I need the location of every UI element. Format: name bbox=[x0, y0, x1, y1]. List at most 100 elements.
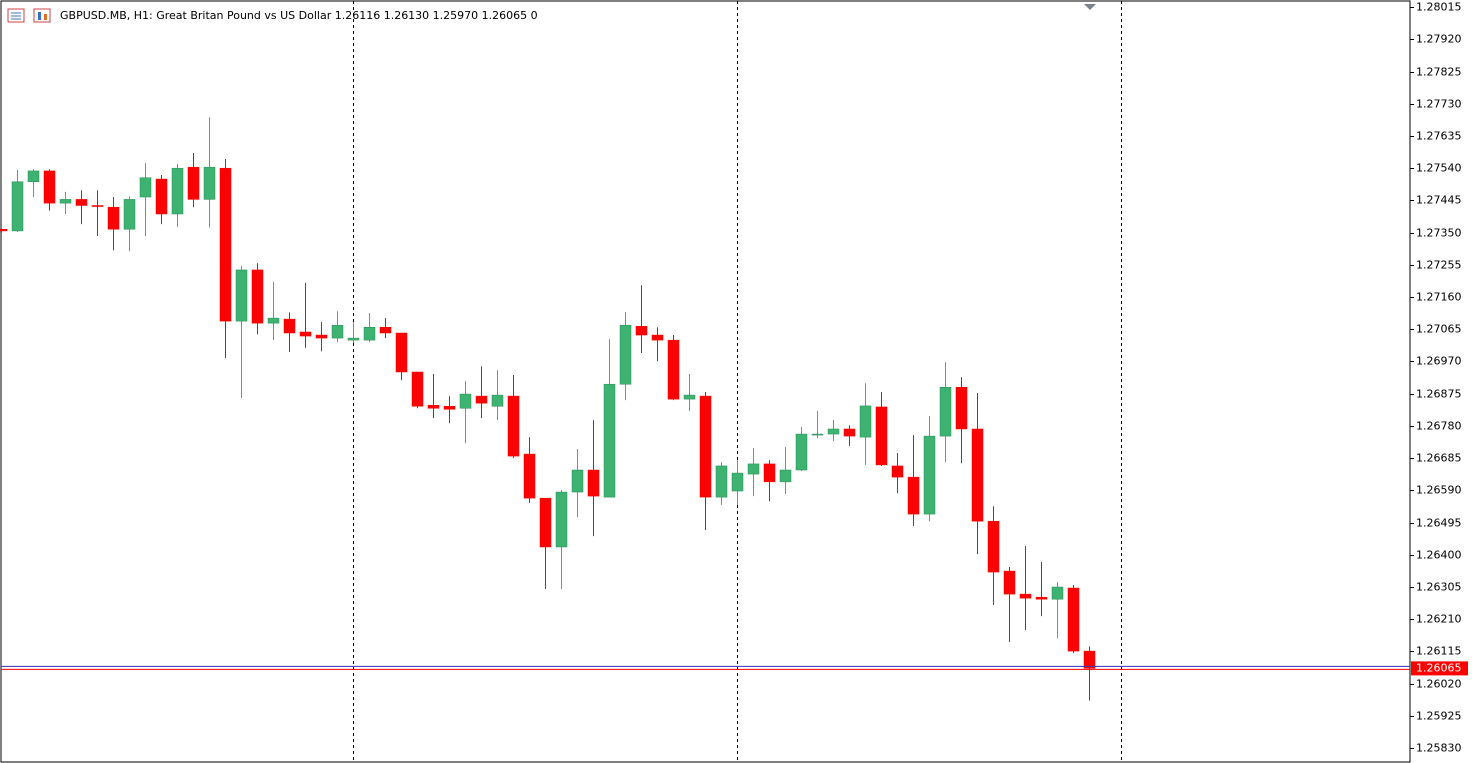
y-tick-label: 1.26970 bbox=[1416, 355, 1462, 368]
y-tick-label: 1.27255 bbox=[1416, 259, 1462, 272]
candle-body bbox=[779, 469, 792, 483]
candle-body bbox=[283, 318, 296, 334]
candle-body bbox=[475, 395, 488, 404]
y-tick-label: 1.26875 bbox=[1416, 388, 1462, 401]
candle-body bbox=[907, 476, 920, 515]
candle-body bbox=[1019, 593, 1032, 599]
candle-body bbox=[459, 393, 472, 409]
candle-body bbox=[939, 387, 952, 437]
candle-body bbox=[347, 337, 360, 341]
candle-body bbox=[219, 167, 232, 322]
candle-body bbox=[875, 406, 888, 466]
candle-body bbox=[827, 428, 840, 435]
candle-body bbox=[123, 199, 136, 230]
candle-body bbox=[891, 465, 904, 478]
candle-body bbox=[587, 469, 600, 497]
candle-body bbox=[491, 394, 504, 407]
candle-body bbox=[731, 472, 744, 492]
y-tick-label: 1.26305 bbox=[1416, 581, 1462, 594]
candle-body bbox=[1051, 586, 1064, 600]
candle-body bbox=[59, 199, 72, 204]
shift-marker bbox=[1084, 4, 1096, 10]
y-tick-label: 1.27635 bbox=[1416, 130, 1462, 143]
y-tick-label: 1.27540 bbox=[1416, 162, 1462, 175]
candle-body bbox=[507, 395, 520, 457]
candle-body bbox=[523, 453, 536, 499]
candle-body bbox=[267, 317, 280, 324]
candle-body bbox=[971, 428, 984, 522]
candle-body bbox=[923, 435, 936, 515]
candle-body bbox=[299, 331, 312, 337]
y-tick-label: 1.26400 bbox=[1416, 549, 1462, 562]
icon-bar bbox=[38, 12, 41, 20]
y-tick-label: 1.27825 bbox=[1416, 66, 1462, 79]
chart-title: GBPUSD.MB, H1: Great Britan Pound vs US … bbox=[60, 9, 538, 22]
candle-body bbox=[715, 465, 728, 498]
price-label: 1.26065 bbox=[1416, 661, 1462, 674]
candle-body bbox=[1003, 570, 1016, 595]
candle-body bbox=[251, 269, 264, 324]
candle-body bbox=[795, 433, 808, 471]
candle-body bbox=[619, 324, 632, 385]
candle-body bbox=[107, 206, 120, 230]
candle-body bbox=[683, 394, 696, 400]
candle-body bbox=[379, 326, 392, 334]
y-tick-label: 1.27065 bbox=[1416, 323, 1462, 336]
candle-body bbox=[91, 205, 104, 207]
y-tick-label: 1.27730 bbox=[1416, 98, 1462, 111]
candle-body bbox=[699, 395, 712, 498]
candle-body bbox=[555, 491, 568, 548]
candle-body bbox=[235, 269, 248, 322]
toolbar-icons[interactable] bbox=[7, 8, 51, 23]
y-tick-label: 1.27350 bbox=[1416, 227, 1462, 240]
candle-body bbox=[0, 228, 8, 232]
candle-body bbox=[427, 404, 440, 409]
y-tick-label: 1.26780 bbox=[1416, 420, 1462, 433]
candle-body bbox=[395, 332, 408, 373]
candle-body bbox=[139, 177, 152, 198]
candle-body bbox=[987, 520, 1000, 573]
y-tick-label: 1.25830 bbox=[1416, 742, 1462, 755]
candle-body bbox=[155, 178, 168, 215]
candle-body bbox=[651, 334, 664, 341]
y-tick-label: 1.26020 bbox=[1416, 678, 1462, 691]
y-tick-label: 1.26115 bbox=[1416, 645, 1462, 658]
icon-bar bbox=[44, 14, 47, 20]
y-tick-label: 1.26685 bbox=[1416, 452, 1462, 465]
y-tick-label: 1.27160 bbox=[1416, 291, 1462, 304]
y-tick-label: 1.27445 bbox=[1416, 194, 1462, 207]
candle-body bbox=[811, 433, 824, 436]
candle-body bbox=[859, 405, 872, 438]
candle-body bbox=[843, 428, 856, 437]
candle-body bbox=[955, 387, 968, 430]
candle-body bbox=[1035, 596, 1048, 600]
candle-body bbox=[411, 371, 424, 407]
candle-body bbox=[443, 406, 456, 410]
candle-body bbox=[187, 166, 200, 200]
plot-area bbox=[0, 0, 1411, 763]
candle-body bbox=[603, 383, 616, 498]
y-tick-label: 1.26210 bbox=[1416, 613, 1462, 626]
separators bbox=[353, 1, 1122, 762]
candle-body bbox=[763, 463, 776, 483]
candle-body bbox=[43, 170, 56, 204]
candle-body bbox=[539, 497, 552, 548]
candle-body bbox=[635, 325, 648, 336]
y-tick-label: 1.26495 bbox=[1416, 517, 1462, 530]
icon-chart[interactable] bbox=[33, 8, 51, 23]
candle-body bbox=[363, 326, 376, 341]
y-tick-label: 1.25925 bbox=[1416, 710, 1462, 723]
candle-body bbox=[667, 339, 680, 400]
candle-body bbox=[571, 469, 584, 493]
candle-body bbox=[203, 166, 216, 200]
candle-body bbox=[1083, 650, 1096, 669]
candle-body bbox=[1067, 587, 1080, 652]
candle-body bbox=[75, 199, 88, 206]
candle-body bbox=[11, 181, 24, 232]
candle-body bbox=[171, 167, 184, 215]
candle-body bbox=[747, 463, 760, 475]
candle-body bbox=[315, 334, 328, 339]
candle-body bbox=[331, 324, 344, 339]
y-tick-label: 1.28015 bbox=[1416, 1, 1462, 14]
